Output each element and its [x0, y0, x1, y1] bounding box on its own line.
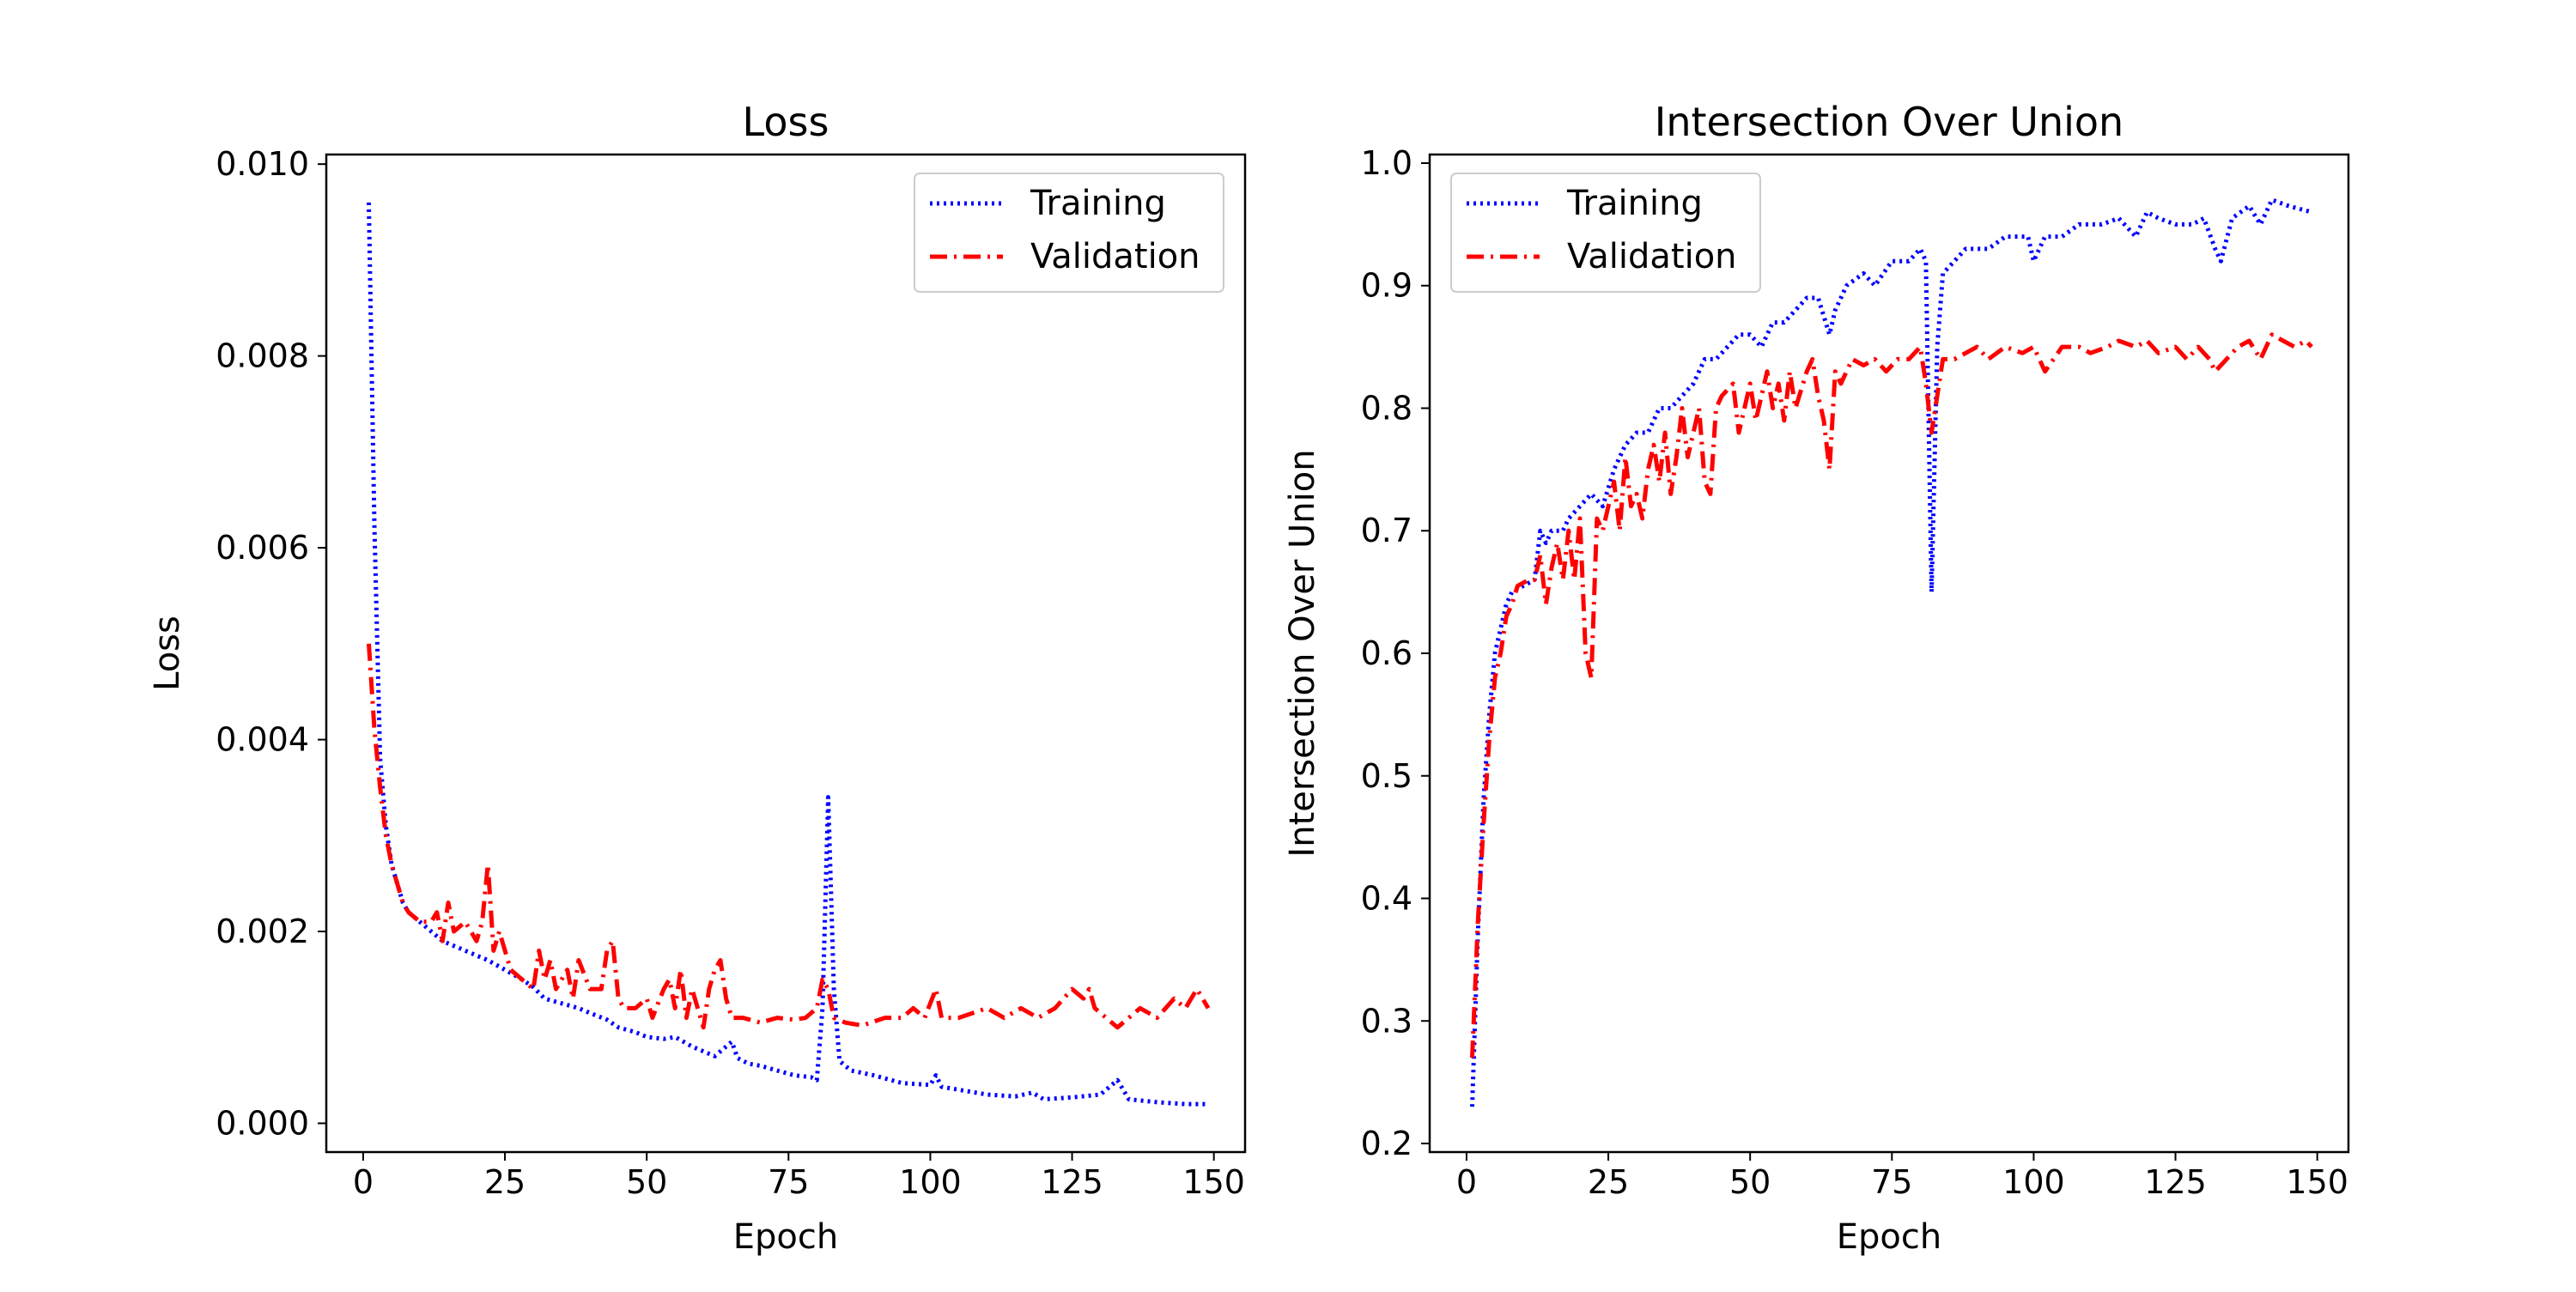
iou-y-tick-label: 0.9	[1361, 267, 1413, 305]
iou-y-tick-label: 0.2	[1361, 1125, 1413, 1162]
loss-x-tick-label: 100	[899, 1163, 962, 1201]
loss-x-tick-label: 150	[1182, 1163, 1245, 1201]
iou-x-tick-label: 150	[2286, 1163, 2348, 1201]
iou-series-validation-line	[1470, 332, 2313, 1058]
iou-axes-frame	[1428, 153, 2350, 1154]
loss-series-validation-line	[367, 643, 1211, 1030]
loss-x-axis-label: Epoch	[733, 1217, 838, 1257]
iou-y-tick-label: 0.5	[1361, 757, 1413, 795]
iou-y-tick-label: 0.4	[1361, 880, 1413, 918]
loss-y-tick-label: 0.002	[216, 913, 309, 950]
iou-legend-label-validation: Validation	[1567, 237, 1737, 276]
loss-x-tick-label: 50	[626, 1163, 667, 1201]
iou-x-tick-label: 125	[2144, 1163, 2207, 1201]
iou-x-tick-label: 0	[1456, 1163, 1477, 1201]
loss-y-tick-label: 0.000	[216, 1104, 309, 1142]
iou-legend-label-training: Training	[1566, 184, 1703, 223]
iou-y-tick-label: 1.0	[1361, 144, 1413, 182]
loss-x-tick-label: 125	[1041, 1163, 1103, 1201]
loss-y-tick-label: 0.004	[216, 721, 309, 759]
loss-series-training-line	[367, 202, 1209, 1107]
loss-x-tick-label: 25	[484, 1163, 526, 1201]
iou-x-tick-label: 50	[1729, 1163, 1771, 1201]
iou-x-tick-label: 75	[1871, 1163, 1912, 1201]
iou-legend: Training Validation	[1450, 173, 1761, 293]
loss-legend-label-training: Training	[1030, 184, 1166, 223]
iou-y-tick-label: 0.7	[1361, 512, 1413, 549]
loss-legend-label-validation: Validation	[1030, 237, 1200, 276]
loss-x-tick-label: 0	[353, 1163, 374, 1201]
loss-axes-frame	[325, 153, 1247, 1154]
iou-y-tick-label: 0.3	[1361, 1002, 1413, 1040]
iou-y-tick-label: 0.8	[1361, 389, 1413, 427]
loss-y-axis-label: Loss	[148, 616, 187, 691]
iou-x-axis-label: Epoch	[1837, 1217, 1941, 1257]
loss-y-tick-label: 0.008	[216, 337, 309, 375]
iou-chart-title: Intersection Over Union	[1655, 99, 2123, 145]
iou-series-training-line	[1470, 197, 2312, 1107]
loss-y-tick-label: 0.010	[216, 145, 309, 183]
iou-x-tick-label: 100	[2002, 1163, 2065, 1201]
iou-y-axis-label: Intersection Over Union	[1283, 449, 1322, 857]
iou-x-tick-label: 25	[1588, 1163, 1629, 1201]
loss-legend: Training Validation	[914, 173, 1224, 293]
loss-x-tick-label: 75	[768, 1163, 809, 1201]
loss-chart-title: Loss	[743, 99, 829, 145]
iou-y-tick-label: 0.6	[1361, 634, 1413, 672]
loss-y-tick-label: 0.006	[216, 529, 309, 567]
